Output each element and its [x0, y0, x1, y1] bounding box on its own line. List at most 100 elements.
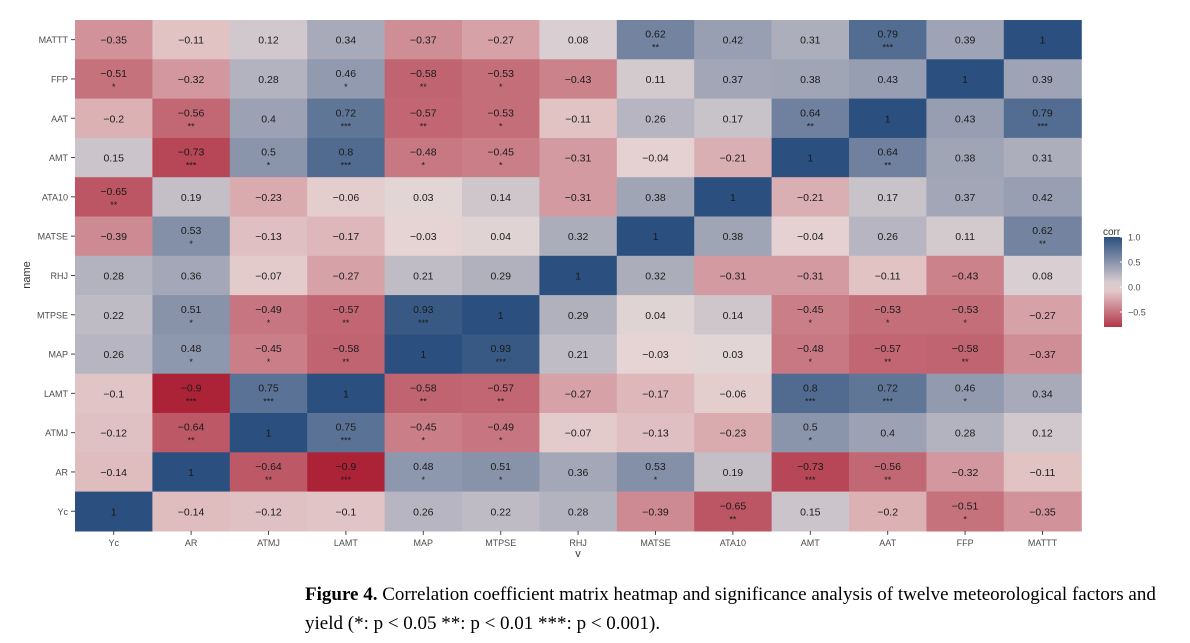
cell-significance-label: ** [420, 82, 428, 92]
legend-tick-label: 0.0 [1128, 283, 1141, 293]
heatmap-cell [462, 20, 540, 60]
cell-value-label: 0.75 [336, 422, 357, 434]
heatmap-cell [771, 295, 850, 335]
heatmap-cell [307, 137, 386, 178]
heatmap-cell [152, 98, 231, 139]
legend-ticks: 1.0 0.5 0.0 −0.5 [1120, 233, 1146, 318]
legend-tick-label: −0.5 [1128, 308, 1146, 318]
cell-value-label: 0.38 [723, 231, 744, 243]
y-tick-label: AMT [49, 153, 69, 163]
cell-value-label: −0.9 [181, 382, 202, 394]
heatmap-cell [384, 295, 463, 335]
cell-value-label: 0.93 [490, 343, 511, 355]
cell-significance-label: ** [497, 396, 505, 406]
heatmap-cell [229, 491, 308, 532]
cell-significance-label: * [499, 121, 503, 131]
y-tick-label: AAT [51, 114, 68, 124]
x-tick-label: Yc [108, 538, 119, 548]
heatmap-cell [229, 59, 308, 100]
cell-value-label: −0.73 [797, 461, 824, 473]
cell-value-label: 1 [1040, 35, 1046, 47]
cell-value-label: −0.39 [100, 231, 127, 243]
cell-value-label: −0.45 [410, 422, 437, 434]
cell-value-label: −0.35 [100, 35, 127, 47]
cell-value-label: −0.53 [487, 107, 514, 119]
heatmap-cell [616, 20, 695, 60]
cell-value-label: 0.42 [1032, 192, 1053, 204]
heatmap-cell [307, 255, 386, 296]
cell-significance-label: * [499, 161, 503, 171]
cell-significance-label: ** [188, 436, 196, 446]
heatmap-cell [384, 255, 463, 296]
heatmap-cell [229, 216, 308, 257]
heatmap-cell [694, 295, 773, 335]
figure-caption: Figure 4. Correlation coefficient matrix… [305, 580, 1175, 638]
x-tick-label: AR [185, 538, 198, 548]
correlation-heatmap: −0.35 −0.11 0.12 0.34 −0.37 −0.27 0.08 0.62**0.… [21, 20, 1146, 560]
heatmap-cell [229, 177, 308, 218]
cell-value-label: −0.1 [103, 388, 124, 400]
cell-significance-label: *** [882, 396, 893, 406]
heatmap-cell [384, 137, 463, 178]
cell-value-label: −0.37 [410, 35, 437, 47]
heatmap-cell [462, 255, 540, 296]
heatmap-cell [926, 491, 1005, 532]
cell-value-label: −0.57 [487, 382, 514, 394]
cell-value-label: 0.72 [877, 382, 898, 394]
cell-value-label: −0.65 [720, 500, 747, 512]
heatmap-cell [926, 137, 1005, 178]
cell-value-label: −0.58 [333, 343, 360, 355]
heatmap-cell [694, 20, 773, 60]
cell-value-label: 0.38 [955, 153, 976, 165]
cell-significance-label: * [809, 318, 813, 328]
heatmap-cell [926, 98, 1005, 139]
cell-value-label: 0.72 [336, 107, 357, 119]
heatmap-cell [307, 295, 386, 335]
heatmap-cell [1003, 334, 1082, 375]
cell-value-label: 0.12 [258, 35, 279, 47]
heatmap-cell [229, 137, 308, 178]
cell-significance-label: ** [420, 396, 428, 406]
heatmap-cell [771, 334, 850, 375]
cell-value-label: −0.11 [178, 35, 204, 47]
cell-significance-label: ** [188, 121, 196, 131]
cell-value-label: −0.35 [1029, 506, 1056, 518]
cell-value-label: 0.36 [181, 270, 202, 282]
cell-significance-label: *** [186, 161, 197, 171]
heatmap-cell [307, 216, 386, 257]
heatmap-cell [1003, 20, 1082, 60]
cell-value-label: −0.53 [874, 304, 901, 316]
x-tick-label: FFP [957, 538, 974, 548]
cell-value-label: −0.43 [952, 270, 979, 282]
cell-value-label: −0.32 [952, 467, 979, 479]
cell-value-label: −0.17 [642, 388, 669, 400]
cell-value-label: −0.48 [797, 343, 824, 355]
heatmap-cell-labels: −0.35 −0.11 0.12 0.34 −0.37 −0.27 0.08 0.62**0.… [100, 29, 1056, 525]
heatmap-cell [1003, 98, 1082, 139]
heatmap-cell [539, 373, 618, 414]
cell-significance-label: *** [418, 318, 429, 328]
cell-value-label: −0.12 [255, 506, 282, 518]
heatmap-cell [616, 491, 695, 532]
x-tick-label: ATMJ [257, 538, 280, 548]
cell-value-label: 0.75 [258, 382, 279, 394]
cell-value-label: 0.64 [877, 147, 898, 159]
cell-significance-label: * [654, 475, 658, 485]
heatmap-cell [229, 452, 308, 493]
heatmap-cell [384, 98, 463, 139]
cell-value-label: −0.31 [565, 192, 592, 204]
heatmap-cell [771, 491, 850, 532]
heatmap-cell [694, 334, 773, 375]
cell-value-label: 0.03 [723, 349, 744, 361]
heatmap-cell [616, 295, 695, 335]
y-tick-label: FFP [51, 74, 68, 84]
caption-text: Correlation coefficient matrix heatmap a… [305, 584, 1156, 634]
cell-value-label: 0.5 [261, 147, 276, 159]
cell-value-label: −0.49 [255, 304, 282, 316]
cell-value-label: −0.58 [410, 68, 437, 80]
heatmap-cell [462, 137, 540, 178]
cell-value-label: −0.32 [178, 74, 205, 86]
heatmap-cell [539, 216, 618, 257]
cell-significance-label: * [267, 357, 271, 367]
heatmap-cell [229, 98, 308, 139]
